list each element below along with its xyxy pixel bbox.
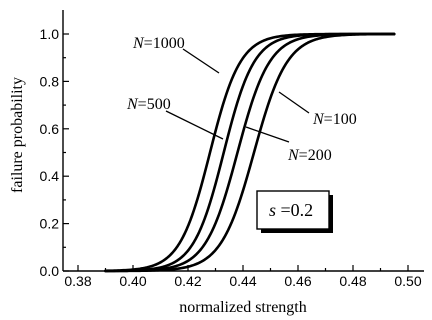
y-axis-title: failure probability: [9, 77, 26, 193]
y-tick-label-1: 0.2: [40, 216, 60, 232]
x-tick-label-2: 0.42: [174, 273, 201, 289]
y-ticks: [63, 33, 69, 272]
leader-line-n500: [165, 110, 224, 140]
x-tick-labels: 0.38 0.40 0.42 0.44 0.46 0.48 0.50: [64, 273, 421, 289]
y-tick-labels: 0.0 0.2 0.4 0.6 0.8 1.0: [40, 26, 60, 279]
series-label-n200: N=200: [287, 147, 332, 164]
series-label-n500: N=500: [126, 96, 171, 113]
leader-line-n200: [245, 126, 290, 143]
x-tick-label-0: 0.38: [64, 273, 91, 289]
annotation-frame: [256, 190, 330, 230]
y-tick-label-2: 0.4: [40, 168, 60, 184]
x-tick-label-5: 0.48: [339, 273, 366, 289]
x-tick-label-4: 0.46: [284, 273, 311, 289]
leader-line-n1000: [182, 48, 220, 74]
series-line-n-100: [104, 32, 396, 273]
series-label-group-n100: N=100: [278, 91, 357, 128]
series-lines: [104, 32, 396, 273]
series-label-group-n500: N=500: [126, 96, 224, 140]
series-label-n100: N=100: [312, 111, 357, 128]
x-tick-label-6: 0.50: [394, 273, 421, 289]
y-tick-label-0: 0.0: [40, 263, 60, 279]
x-tick-label-1: 0.40: [119, 273, 146, 289]
x-tick-label-3: 0.44: [229, 273, 256, 289]
annotation-text: s =0.2: [269, 200, 313, 220]
annotation-box: s =0.2: [256, 190, 333, 233]
series-label-n1000: N=1000: [132, 35, 185, 52]
y-tick-label-5: 1.0: [40, 26, 60, 42]
x-axis-title: normalized strength: [179, 299, 307, 316]
series-line-n-500: [104, 32, 396, 273]
series-label-group-n1000: N=1000: [132, 35, 220, 74]
y-tick-label-3: 0.6: [40, 121, 60, 137]
leader-line-n100: [278, 91, 310, 114]
series-label-group-n200: N=200: [245, 126, 332, 164]
y-tick-label-4: 0.8: [40, 73, 60, 89]
